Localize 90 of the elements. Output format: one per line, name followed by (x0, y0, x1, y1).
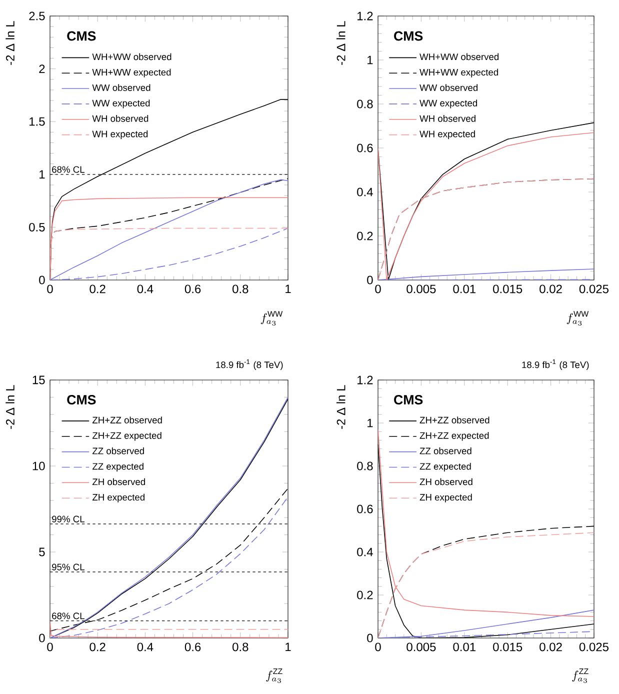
ref-line-label: 95% CL (52, 564, 84, 570)
x-axis-title: $f_{a_{3}}^{\mathrm{ZZ}}$ (266, 668, 282, 683)
x-tick-label: 0.8 (232, 284, 248, 294)
y-tick-label: 1.2 (358, 12, 373, 20)
y-tick-label: 10 (32, 462, 45, 470)
annotation: CMS (67, 31, 96, 41)
legend-label: ZH observed (92, 478, 145, 486)
y-tick-label: 0 (367, 276, 373, 284)
chart-title: 18.9 fb$^{-1}$ (8 TeV) (522, 359, 589, 370)
legend-label: WW observed (92, 84, 150, 91)
y-tick-label: 0.5 (29, 222, 45, 232)
legend-label: ZH observed (420, 478, 472, 486)
y-axis-title: -2 Δ ln L (336, 385, 346, 429)
y-tick-label: 0 (39, 276, 45, 284)
chart-title: 18.9 fb$^{-1}$ (8 TeV) (216, 359, 283, 370)
y-tick-label: 2 (39, 64, 45, 73)
legend-label: WH+WW observed (92, 53, 172, 60)
ref-line-label: 68% CL (52, 612, 84, 620)
legend-label: ZH expected (420, 494, 472, 502)
legend-label: WH observed (420, 115, 476, 122)
y-tick-label: 1.2 (358, 376, 373, 384)
legend-label: WH+WW expected (92, 68, 171, 78)
x-tick-label: 0.005 (406, 284, 436, 294)
legend-label: WH observed (92, 115, 148, 122)
y-tick-label: 0.8 (357, 462, 373, 470)
legend-label: ZZ expected (420, 462, 471, 472)
legend-label: ZH+ZZ observed (92, 416, 162, 424)
annotation: CMS (394, 395, 423, 404)
legend-label: WW observed (420, 84, 478, 91)
y-tick-label: 0.2 (357, 590, 373, 600)
legend-label: ZZ observed (420, 447, 472, 454)
legend-label: ZH expected (92, 494, 144, 502)
x-tick-label: 0.02 (540, 642, 562, 652)
x-tick-label: 0 (47, 284, 53, 294)
legend-label: ZZ expected (92, 462, 144, 472)
legend-label: WH+WW expected (420, 68, 498, 78)
x-tick-label: 0.015 (493, 284, 522, 294)
y-tick-label: 0 (367, 634, 373, 642)
legend-label: ZH+ZZ expected (92, 432, 162, 441)
x-tick-label: 0 (47, 642, 53, 652)
x-tick-label: 0 (375, 284, 381, 294)
annotation: CMS (67, 395, 96, 404)
y-tick-label: 1 (40, 170, 45, 179)
y-tick-label: 2.5 (29, 12, 45, 20)
x-tick-label: 0.02 (540, 284, 562, 294)
ref-line-label: 99% CL (52, 516, 84, 522)
y-tick-label: 1.5 (30, 117, 45, 126)
legend-label: WW expected (92, 100, 150, 108)
y-tick-label: 15 (32, 376, 45, 384)
x-tick-label: 1 (286, 284, 291, 293)
x-tick-label: 0.01 (453, 642, 476, 652)
annotation: CMS (394, 31, 423, 41)
y-tick-label: 0.2 (357, 232, 373, 240)
y-axis-title: -2 Δ ln L (6, 21, 14, 65)
x-tick-label: 0.2 (90, 284, 106, 294)
legend-label: ZH+ZZ observed (420, 416, 490, 424)
x-tick-label: 0.4 (137, 642, 154, 652)
y-tick-label: 0.4 (357, 548, 373, 556)
y-axis-title: -2 Δ ln L (336, 21, 346, 65)
legend-label: WH+WW observed (420, 53, 499, 60)
ref-line-label: 68% CL (52, 166, 84, 173)
y-tick-label: 0.6 (357, 504, 373, 514)
x-tick-label: 0.2 (90, 642, 106, 652)
x-tick-label: 0.6 (184, 642, 201, 652)
y-tick-label: 5 (39, 548, 45, 556)
y-tick-label: 1 (368, 418, 373, 428)
legend-label: ZZ observed (92, 447, 144, 454)
x-tick-label: 1 (286, 642, 291, 651)
y-tick-label: 0.6 (357, 144, 373, 152)
x-tick-label: 0.015 (493, 642, 522, 652)
x-tick-label: 0 (375, 642, 381, 652)
x-tick-label: 0.025 (579, 284, 609, 294)
y-tick-label: 0.4 (357, 188, 373, 196)
legend-label: WH expected (92, 130, 148, 140)
y-axis-title: -2 Δ ln L (6, 385, 14, 429)
x-axis-title: $f_{a_{3}}^{\mathrm{WW}}$ (566, 311, 589, 326)
y-tick-label: 1 (368, 56, 373, 64)
x-tick-label: 0.005 (406, 642, 436, 652)
x-tick-label: 0.025 (579, 642, 609, 652)
x-tick-label: 0.01 (453, 284, 476, 294)
legend-label: WH expected (420, 130, 475, 140)
y-tick-label: 0 (39, 634, 45, 642)
x-tick-label: 0.6 (184, 284, 201, 294)
x-axis-title: $f_{a_{3}}^{\mathrm{WW}}$ (260, 311, 283, 326)
x-tick-label: 0.8 (232, 642, 248, 652)
legend-label: ZH+ZZ expected (420, 432, 489, 441)
legend-label: WW expected (420, 100, 477, 108)
x-axis-title: $f_{a_{3}}^{\mathrm{ZZ}}$ (572, 668, 588, 683)
y-tick-label: 0.8 (357, 100, 373, 108)
x-tick-label: 0.4 (137, 284, 154, 294)
